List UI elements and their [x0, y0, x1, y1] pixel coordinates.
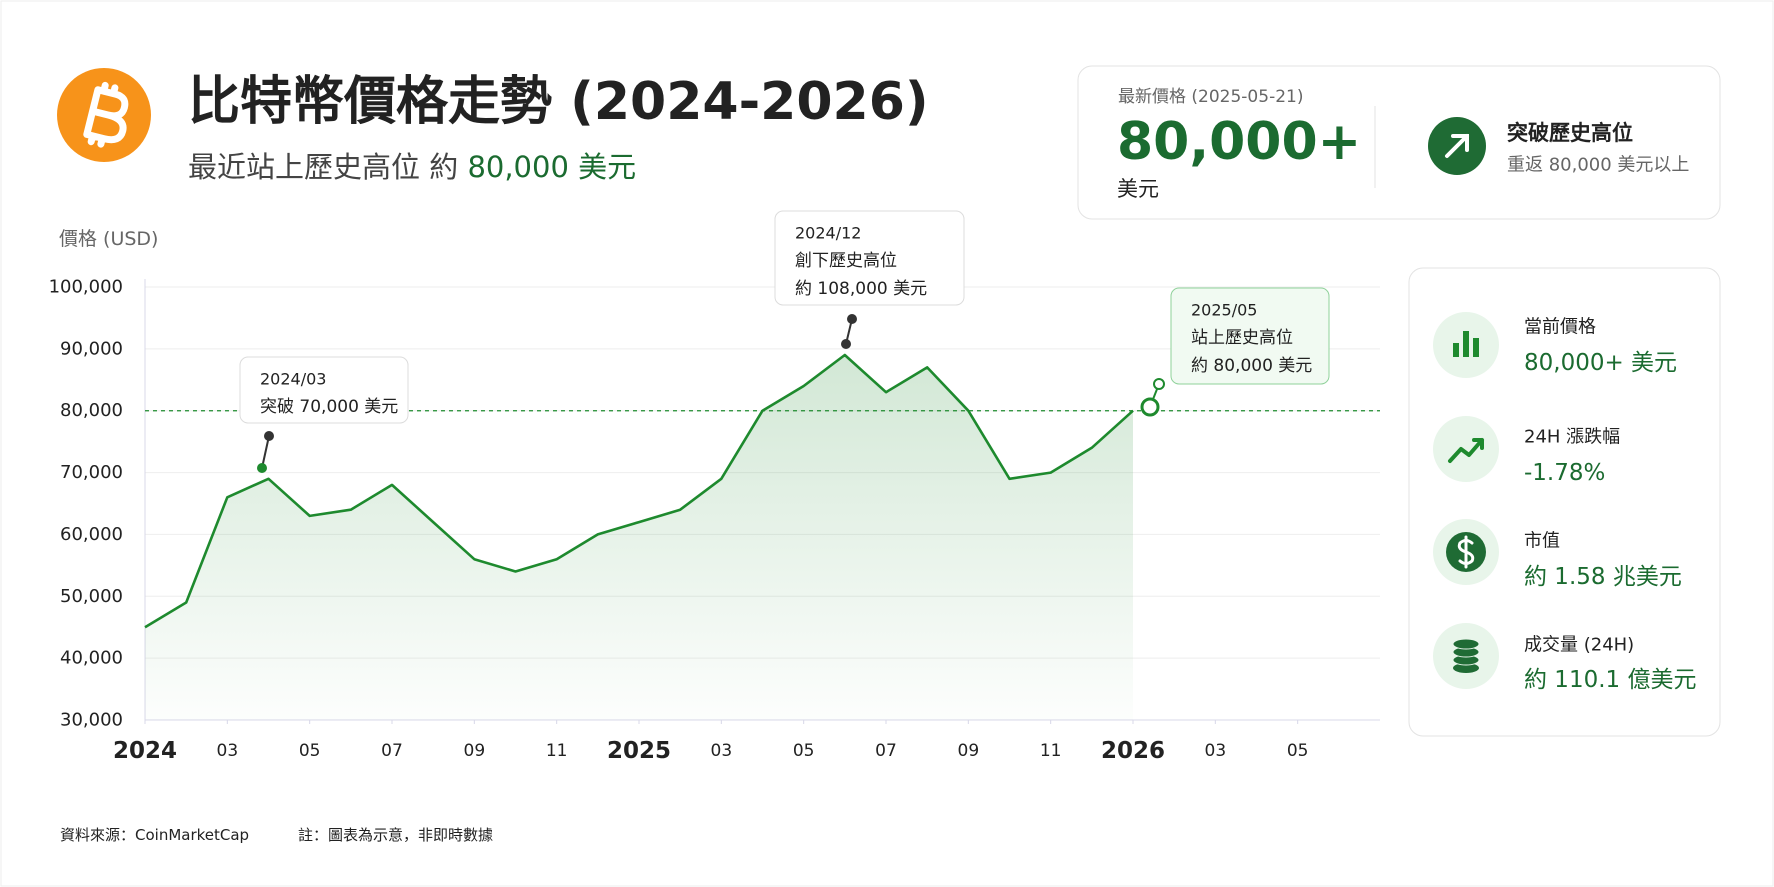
stat-label: 成交量 (24H) [1524, 635, 1634, 656]
y-tick-label: 30,000 [60, 710, 123, 731]
x-tick-label: 11 [546, 741, 568, 761]
annotation-text: 創下歷史高位 [795, 251, 897, 271]
annotation-dot [841, 339, 851, 349]
y-axis-title: 價格 (USD) [59, 228, 158, 250]
subtitle-text: 最近站上歷史高位 約 [188, 150, 467, 184]
price-label: 最新價格 (2025-05-21) [1118, 87, 1303, 107]
annotation-date: 2025/05 [1191, 301, 1257, 320]
price-line [144, 353, 1134, 629]
icon-bars [1433, 312, 1499, 378]
icon-trend [1433, 416, 1499, 482]
y-tick-label: 70,000 [60, 462, 123, 483]
annotation-connector [261, 435, 270, 469]
annotation-box [774, 210, 965, 306]
x-tick-label: 03 [217, 741, 239, 761]
source: 資料來源：CoinMarketCap [60, 826, 249, 844]
x-tick-label: 2025 [607, 738, 671, 764]
annotation-text: 站上歷史高位 [1191, 328, 1293, 348]
price: 80,000+ [1117, 112, 1361, 172]
x-tick-label: 2024 [113, 738, 177, 764]
annotation-dot [264, 431, 274, 441]
x-tick-label: 03 [1205, 741, 1227, 761]
y-tick-label: 40,000 [60, 648, 123, 669]
badge-text: 重返 80,000 美元以上 [1507, 155, 1689, 176]
annotation-date: 2024/12 [795, 224, 861, 243]
stats-card [1408, 267, 1721, 737]
arrow-icon [1428, 117, 1486, 175]
stat-value: 80,000+ 美元 [1524, 350, 1677, 376]
annotation-box [1170, 287, 1330, 385]
annotation-text: 約 80,000 美元 [1191, 356, 1312, 376]
y-tick-label: 60,000 [60, 524, 123, 545]
x-tick-label: 09 [464, 741, 486, 761]
annotation-text: 突破 70,000 美元 [260, 397, 398, 417]
annotation-box [239, 356, 409, 424]
x-tick-label: 05 [1287, 741, 1309, 761]
y-tick-label: 50,000 [60, 586, 123, 607]
stat-value: 約 1.58 兆美元 [1524, 564, 1682, 590]
stat-label: 市值 [1524, 531, 1560, 552]
annotation-text: 約 108,000 美元 [795, 279, 927, 299]
x-tick-label: 05 [793, 741, 815, 761]
x-tick-label: 07 [875, 741, 897, 761]
subtitle-highlight: 80,000 美元 [467, 150, 636, 184]
icon-coins [1433, 623, 1499, 689]
area [145, 355, 1133, 720]
x-tick-label: 03 [711, 741, 733, 761]
y-tick-label: 100,000 [49, 277, 123, 298]
stat-label: 24H 漲跌幅 [1524, 427, 1620, 448]
note: 註：圖表為示意，非即時數據 [298, 826, 493, 844]
x-tick-label: 07 [381, 741, 403, 761]
x-tick-label: 09 [958, 741, 980, 761]
annotation-dot [1140, 397, 1160, 417]
x-tick-label: 05 [299, 741, 321, 761]
stat-label: 當前價格 [1524, 317, 1596, 338]
subtitle: 最近站上歷史高位 約 80,000 美元 [188, 150, 636, 184]
stat-value: 約 110.1 億美元 [1524, 667, 1696, 693]
title: 比特幣價格走勢 (2024-2026) [188, 72, 929, 132]
price-unit: 美元 [1117, 177, 1159, 201]
logo [57, 68, 151, 162]
annotation-dot [847, 314, 857, 324]
x-tick-label: 11 [1040, 741, 1062, 761]
annotation-dot [1153, 378, 1165, 390]
annotation-dot [257, 463, 267, 473]
icon-dollar [1433, 519, 1499, 585]
price-card [1077, 65, 1721, 220]
badge-title: 突破歷史高位 [1507, 121, 1633, 145]
stat-value: -1.78% [1524, 460, 1605, 486]
annotation-date: 2024/03 [260, 370, 326, 389]
y-tick-label: 90,000 [60, 338, 123, 359]
y-tick-label: 80,000 [60, 400, 123, 421]
x-tick-label: 2026 [1101, 738, 1165, 764]
